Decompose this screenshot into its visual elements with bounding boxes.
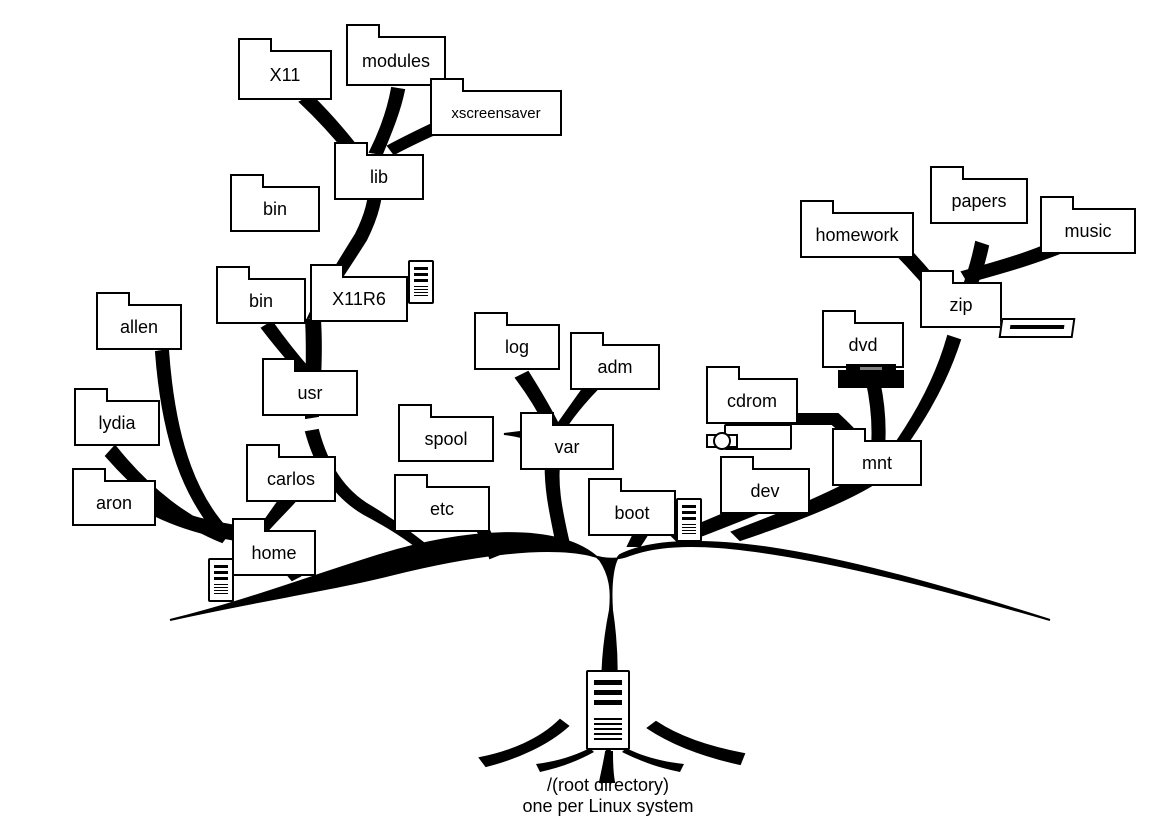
folder-homework: homework: [800, 212, 914, 258]
folder-label: boot: [614, 504, 649, 522]
folder-label: carlos: [267, 470, 315, 488]
folder-label: bin: [249, 292, 273, 310]
caption-line: one per Linux system: [478, 796, 738, 817]
folder-tab: [262, 358, 296, 372]
folder-tab: [230, 174, 264, 188]
folder-carlos: carlos: [246, 456, 336, 502]
folder-music: music: [1040, 208, 1136, 254]
folder-lib: lib: [334, 154, 424, 200]
folder-lydia: lydia: [74, 400, 160, 446]
folder-bin1: bin: [230, 186, 320, 232]
folder-tab: [832, 428, 866, 442]
root-tower-icon: [586, 670, 630, 750]
branch-path: [480, 720, 568, 766]
tower-icon: [208, 558, 234, 602]
folder-label: log: [505, 338, 529, 356]
cdrom-drive-icon: [724, 424, 792, 450]
folder-allen: allen: [96, 304, 182, 350]
folder-tab: [822, 310, 856, 324]
folder-tab: [96, 292, 130, 306]
folder-tab: [246, 444, 280, 458]
folder-tab: [74, 388, 108, 402]
folder-tab: [930, 166, 964, 180]
folder-label: lydia: [98, 414, 135, 432]
folder-home: home: [232, 530, 316, 576]
folder-tab: [334, 142, 368, 156]
folder-label: homework: [815, 226, 898, 244]
folder-adm: adm: [570, 344, 660, 390]
tower-icon: [676, 498, 702, 542]
folder-label: music: [1064, 222, 1111, 240]
folder-log: log: [474, 324, 560, 370]
folder-label: usr: [297, 384, 322, 402]
folder-tab: [72, 468, 106, 482]
folder-tab: [520, 412, 554, 426]
folder-label: papers: [951, 192, 1006, 210]
folder-tab: [720, 456, 754, 470]
folder-usr: usr: [262, 370, 358, 416]
folder-label: allen: [120, 318, 158, 336]
folder-tab: [398, 404, 432, 418]
external-drive-icon: [1000, 318, 1074, 338]
folder-label: bin: [263, 200, 287, 218]
folder-label: dvd: [848, 336, 877, 354]
folder-dev: dev: [720, 468, 810, 514]
folder-label: X11R6: [332, 290, 386, 308]
folder-x11r6: X11R6: [310, 276, 408, 322]
folder-tab: [800, 200, 834, 214]
folder-boot: boot: [588, 490, 676, 536]
folder-x11: X11: [238, 50, 332, 100]
folder-dvd: dvd: [822, 322, 904, 368]
folder-aron: aron: [72, 480, 156, 526]
folder-tab: [1040, 196, 1074, 210]
folder-label: var: [554, 438, 579, 456]
folder-tab: [346, 24, 380, 38]
tower-icon: [408, 260, 434, 304]
folder-label: modules: [362, 52, 430, 70]
folder-tab: [588, 478, 622, 492]
folder-tab: [706, 366, 740, 380]
folder-papers: papers: [930, 178, 1028, 224]
folder-xscreensaver: xscreensaver: [430, 90, 562, 136]
folder-tab: [430, 78, 464, 92]
folder-tab: [474, 312, 508, 326]
folder-tab: [238, 38, 272, 52]
folder-label: lib: [370, 168, 388, 186]
folder-bin2: bin: [216, 278, 306, 324]
folder-tab: [920, 270, 954, 284]
caption-line: /(root directory): [478, 775, 738, 796]
folder-label: home: [251, 544, 296, 562]
folder-tab: [394, 474, 428, 488]
folder-tab: [232, 518, 266, 532]
folder-mnt: mnt: [832, 440, 922, 486]
folder-tab: [570, 332, 604, 346]
folder-label: spool: [424, 430, 467, 448]
folder-label: zip: [949, 296, 972, 314]
folder-label: mnt: [862, 454, 892, 472]
folder-label: etc: [430, 500, 454, 518]
root-caption: /(root directory)one per Linux system: [478, 775, 738, 817]
folder-etc: etc: [394, 486, 490, 532]
folder-label: aron: [96, 494, 132, 512]
folder-label: xscreensaver: [451, 106, 540, 121]
diagram-stage: home aron lydia allen carlos usr bin X11R6 bin li…: [0, 0, 1176, 831]
folder-tab: [310, 264, 344, 278]
folder-tab: [216, 266, 250, 280]
folder-label: adm: [597, 358, 632, 376]
folder-label: X11: [270, 66, 301, 84]
folder-zip: zip: [920, 282, 1002, 328]
folder-label: cdrom: [727, 392, 777, 410]
folder-spool: spool: [398, 416, 494, 462]
folder-var: var: [520, 424, 614, 470]
folder-label: dev: [750, 482, 779, 500]
branch-path: [648, 722, 744, 764]
dvd-drive-icon: [838, 370, 904, 388]
folder-cdrom: cdrom: [706, 378, 798, 424]
